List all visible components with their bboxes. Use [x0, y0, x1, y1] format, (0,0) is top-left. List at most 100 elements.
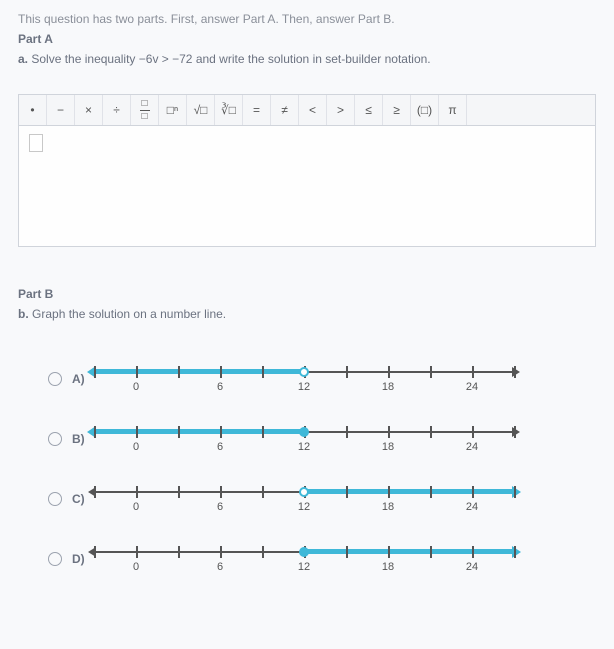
endpoint-dot-open [299, 487, 309, 497]
highlight-segment [304, 549, 514, 554]
tick-label: 24 [466, 441, 478, 453]
tick-label: 12 [298, 381, 310, 393]
highlight-segment [94, 429, 304, 434]
tick [178, 426, 180, 438]
tick [178, 486, 180, 498]
tick [388, 426, 390, 438]
highlight-segment [94, 369, 304, 374]
tool-exponent[interactable]: □ⁿ [159, 95, 187, 125]
tick [262, 546, 264, 558]
tool-bullet[interactable]: • [19, 95, 47, 125]
option-row-d: D)06121824 [48, 541, 596, 577]
highlight-segment [304, 489, 514, 494]
tool-ge[interactable]: ≥ [383, 95, 411, 125]
tick [220, 486, 222, 498]
tick [472, 366, 474, 378]
tick [220, 366, 222, 378]
tick [94, 546, 96, 558]
tick-label: 12 [298, 441, 310, 453]
part-b-label: Part B [18, 287, 596, 301]
math-editor: •−×÷□□□ⁿ√□∛□=≠<>≤≥(□)π [18, 94, 596, 247]
instruction-text: This question has two parts. First, answ… [18, 12, 596, 26]
tool-times[interactable]: × [75, 95, 103, 125]
tick [514, 486, 516, 498]
part-a-label: Part A [18, 32, 596, 46]
tool-sqrt[interactable]: √□ [187, 95, 215, 125]
answer-input-box[interactable] [29, 134, 43, 152]
part-b-prefix: b. [18, 307, 29, 321]
tick [136, 486, 138, 498]
tick-label: 0 [133, 381, 139, 393]
endpoint-dot-closed [299, 427, 309, 437]
tick [262, 486, 264, 498]
tick [430, 426, 432, 438]
part-a-prefix: a. [18, 52, 28, 66]
tick [346, 366, 348, 378]
tick [430, 486, 432, 498]
tick [472, 426, 474, 438]
tool-fraction[interactable]: □□ [131, 95, 159, 125]
endpoint-dot-closed [299, 547, 309, 557]
option-row-b: B)06121824 [48, 421, 596, 457]
tick [514, 546, 516, 558]
tick [262, 426, 264, 438]
tick [136, 366, 138, 378]
editor-toolbar: •−×÷□□□ⁿ√□∛□=≠<>≤≥(□)π [19, 95, 595, 126]
tick-label: 12 [298, 501, 310, 513]
tick [178, 546, 180, 558]
tick-label: 24 [466, 381, 478, 393]
number-line-c: 0 6 12 18 24 [94, 481, 514, 517]
tick-label: 18 [382, 381, 394, 393]
tool-paren[interactable]: (□) [411, 95, 439, 125]
part-b-text: Graph the solution on a number line. [32, 307, 226, 321]
number-line-b: 06121824 [94, 421, 514, 457]
tick [430, 546, 432, 558]
tick-label: 6 [217, 501, 223, 513]
part-a-before: Solve the inequality [31, 52, 138, 66]
tick [346, 426, 348, 438]
tick [262, 366, 264, 378]
tool-le[interactable]: ≤ [355, 95, 383, 125]
tick-label: 6 [217, 441, 223, 453]
endpoint-dot-open [299, 367, 309, 377]
radio-option-d[interactable] [48, 552, 62, 566]
tick-label: 6 [217, 381, 223, 393]
tick [346, 546, 348, 558]
tick-label: 18 [382, 501, 394, 513]
tool-noteq[interactable]: ≠ [271, 95, 299, 125]
tick [220, 426, 222, 438]
radio-option-a[interactable] [48, 372, 62, 386]
tick-label: 6 [217, 561, 223, 573]
part-a-expr: −6v > −72 [139, 52, 193, 66]
tick [514, 366, 516, 378]
tick-label: 18 [382, 561, 394, 573]
part-a-question: a. Solve the inequality −6v > −72 and wr… [18, 52, 596, 66]
radio-option-c[interactable] [48, 492, 62, 506]
tick [472, 546, 474, 558]
tool-equals[interactable]: = [243, 95, 271, 125]
tick [136, 546, 138, 558]
tick [94, 366, 96, 378]
tick [94, 486, 96, 498]
tick [472, 486, 474, 498]
tick-label: 0 [133, 561, 139, 573]
part-b-question: b. Graph the solution on a number line. [18, 307, 596, 321]
tick-label: 24 [466, 561, 478, 573]
tick [388, 546, 390, 558]
part-a-after: and write the solution in set-builder no… [196, 52, 431, 66]
tool-divide[interactable]: ÷ [103, 95, 131, 125]
tick [346, 486, 348, 498]
tick-label: 0 [133, 501, 139, 513]
tick [94, 426, 96, 438]
tool-pi[interactable]: π [439, 95, 467, 125]
tool-lt[interactable]: < [299, 95, 327, 125]
tick-label: 24 [466, 501, 478, 513]
tool-minus[interactable]: − [47, 95, 75, 125]
tick-label: 18 [382, 441, 394, 453]
editor-content-area[interactable] [19, 126, 595, 246]
tool-gt[interactable]: > [327, 95, 355, 125]
tool-nroot[interactable]: ∛□ [215, 95, 243, 125]
tick-label: 12 [298, 561, 310, 573]
tick [388, 486, 390, 498]
radio-option-b[interactable] [48, 432, 62, 446]
